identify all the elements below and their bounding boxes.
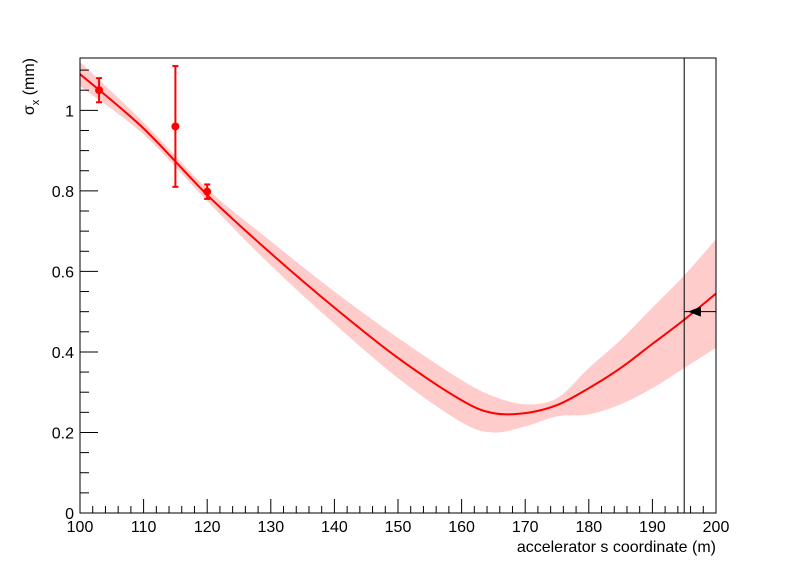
measurement-marker xyxy=(95,86,104,95)
measurement-points-layer xyxy=(95,65,212,200)
x-tick-label: 170 xyxy=(512,519,539,536)
x-axis: 100 110 120 130 140 150 160 170 180 190 200 xyxy=(67,499,730,536)
fit-curve xyxy=(79,73,717,416)
y-axis-title-unit: (mm) xyxy=(21,58,38,100)
y-tick-label: 0.6 xyxy=(52,264,74,281)
x-tick-label: 200 xyxy=(703,519,730,536)
x-tick-label: 190 xyxy=(639,519,666,536)
measurement-marker xyxy=(203,187,212,196)
y-tick-label: 0.2 xyxy=(52,425,74,442)
x-tick-label: 140 xyxy=(321,519,348,536)
measurement-marker xyxy=(171,122,180,131)
measurement-point xyxy=(203,183,212,200)
arrow-marker xyxy=(687,306,701,317)
x-tick-label: 150 xyxy=(385,519,412,536)
fit-curve-layer xyxy=(79,73,717,416)
x-tick-label: 130 xyxy=(257,519,284,536)
y-tick-label: 1 xyxy=(65,103,74,120)
y-axis-title-symbol: σ xyxy=(21,105,38,115)
x-tick-label: 160 xyxy=(448,519,475,536)
measurement-point xyxy=(171,65,180,188)
y-tick-label: 0.8 xyxy=(52,184,74,201)
y-axis-title-subscript: x xyxy=(30,99,42,105)
y-axis: 0 0.2 0.4 0.6 0.8 1 xyxy=(52,69,98,523)
x-tick-label: 100 xyxy=(67,519,94,536)
y-tick-label: 0.4 xyxy=(52,345,74,362)
measurement-point xyxy=(95,77,104,104)
y-tick-label: 0 xyxy=(65,506,74,523)
x-tick-label: 110 xyxy=(131,519,157,536)
y-axis-title: σx (mm) xyxy=(21,58,42,115)
x-tick-label: 180 xyxy=(575,519,602,536)
reference-marker-layer xyxy=(683,58,716,513)
x-tick-label: 120 xyxy=(194,519,221,536)
x-axis-title: accelerator s coordinate (m) xyxy=(517,539,716,556)
